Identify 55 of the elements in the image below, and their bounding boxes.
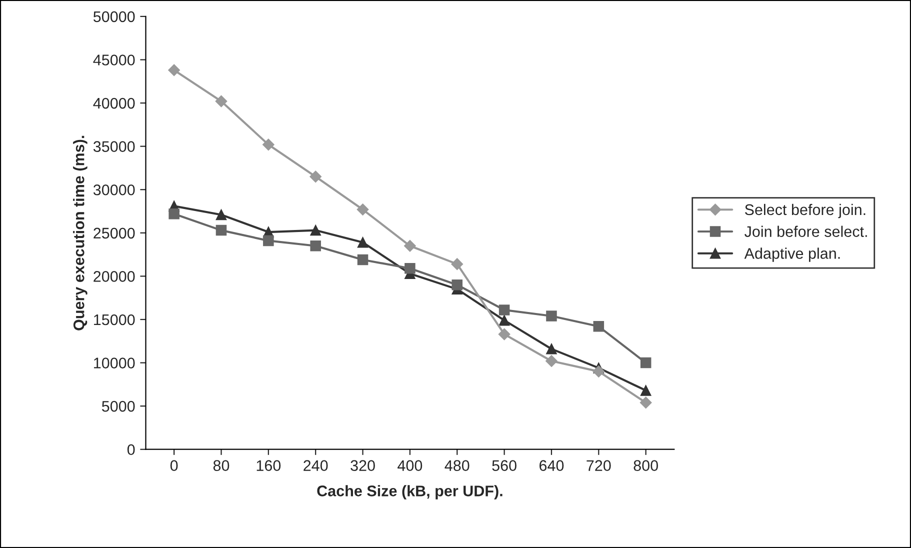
- point: [310, 170, 322, 183]
- point: [262, 138, 274, 151]
- point: [640, 385, 652, 396]
- point: [640, 357, 652, 368]
- x-tick-label: 480: [444, 460, 470, 471]
- point: [215, 95, 228, 108]
- y-tick-label: 30000: [93, 184, 135, 196]
- x-tick-label: 0: [170, 460, 178, 471]
- y-tick-label: 15000: [94, 314, 135, 326]
- x-tick-label: 80: [213, 460, 230, 471]
- point: [216, 224, 227, 236]
- point: [263, 235, 274, 246]
- point: [404, 240, 416, 252]
- point: [498, 304, 510, 316]
- point: [640, 396, 652, 409]
- legend-label: Join before select.: [744, 226, 867, 237]
- y-tick-label: 35000: [93, 141, 135, 152]
- y-tick-label: 40000: [93, 98, 135, 109]
- point: [168, 64, 180, 76]
- y-axis-title: Query execution time (ms).: [73, 136, 88, 330]
- y-tick-label: 20000: [94, 271, 135, 282]
- point: [498, 314, 510, 326]
- y-tick-label: 10000: [94, 358, 135, 368]
- legend-label: Adaptive plan.: [744, 248, 840, 262]
- y-tick-label: 45000: [93, 54, 135, 66]
- y-tick-label: 50000: [93, 11, 135, 22]
- x-tick-label: 800: [634, 460, 658, 471]
- point: [168, 208, 180, 220]
- x-tick-label: 320: [350, 460, 375, 471]
- point: [310, 240, 321, 252]
- point: [404, 263, 416, 274]
- point: [357, 254, 368, 266]
- point: [356, 204, 369, 216]
- x-tick-label: 400: [398, 460, 422, 471]
- point: [216, 209, 227, 220]
- point: [546, 355, 558, 367]
- y-tick-label: 5000: [102, 400, 135, 412]
- point: [546, 344, 557, 354]
- point: [498, 328, 510, 340]
- point: [357, 237, 368, 248]
- x-tick-label: 560: [492, 460, 516, 471]
- point: [310, 224, 321, 236]
- x-tick-label: 720: [586, 460, 611, 471]
- point: [592, 366, 605, 378]
- y-tick-label: 0: [127, 444, 135, 456]
- point: [451, 258, 464, 270]
- point: [452, 279, 463, 290]
- x-tick-label: 240: [304, 460, 328, 471]
- x-tick-label: 160: [256, 460, 281, 471]
- point: [546, 310, 557, 322]
- legend-label: Select before join.: [744, 204, 866, 218]
- y-tick-label: 25000: [94, 228, 135, 239]
- x-tick-label: 640: [540, 460, 564, 471]
- point: [593, 321, 604, 332]
- x-axis-title: Cache Size (kB, per UDF).: [317, 485, 502, 500]
